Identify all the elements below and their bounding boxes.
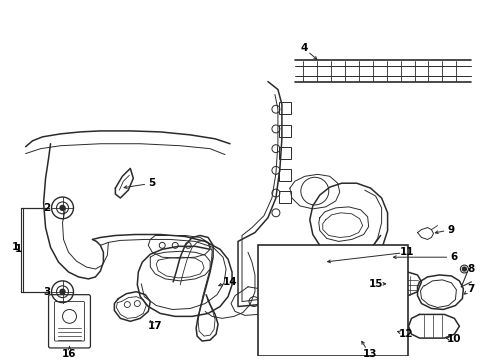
Text: 7: 7 — [467, 284, 475, 294]
Text: 17: 17 — [148, 321, 163, 331]
Text: 10: 10 — [447, 334, 462, 344]
Text: 9: 9 — [448, 225, 455, 235]
Text: 1: 1 — [12, 242, 19, 252]
Circle shape — [60, 289, 65, 294]
Text: 3: 3 — [43, 287, 50, 297]
Text: 1: 1 — [15, 244, 22, 254]
FancyBboxPatch shape — [258, 246, 408, 356]
Text: 8: 8 — [468, 264, 475, 274]
Text: 14: 14 — [223, 277, 237, 287]
Circle shape — [60, 206, 65, 210]
Text: 6: 6 — [451, 252, 458, 262]
Text: 2: 2 — [43, 203, 50, 213]
Text: 16: 16 — [62, 349, 77, 359]
Text: 11: 11 — [400, 247, 415, 257]
Text: 13: 13 — [363, 349, 377, 359]
Text: 4: 4 — [300, 43, 308, 53]
Circle shape — [463, 267, 466, 271]
Text: 15: 15 — [368, 279, 383, 289]
Text: 5: 5 — [148, 178, 156, 188]
Text: 12: 12 — [399, 329, 414, 339]
